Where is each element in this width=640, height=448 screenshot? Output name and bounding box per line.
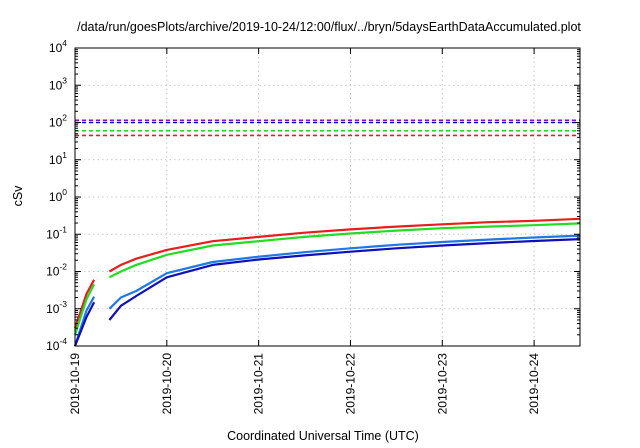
y-tick-label: 103	[49, 75, 67, 92]
series-lines	[73, 217, 581, 347]
reference-lines	[75, 119, 580, 137]
x-axis-label: Coordinated Universal Time (UTC)	[227, 429, 419, 443]
series-line	[73, 279, 96, 329]
y-tick-label: 102	[49, 113, 67, 130]
y-tick-label: 10-1	[46, 224, 67, 241]
y-tick-label: 100	[49, 187, 67, 204]
y-tick-label: 10-4	[46, 336, 67, 353]
axis-ticks	[74, 47, 580, 347]
x-tick-label: 2019-10-23	[435, 353, 449, 415]
series-line	[108, 217, 581, 273]
x-tick-labels: 2019-10-19 2019-10-20 2019-10-21 2019-10-22…	[68, 353, 541, 415]
y-tick-labels: 10-4 10-3 10-2 10-1 100 101 102 103 104	[46, 38, 67, 353]
series-line	[73, 301, 96, 347]
x-tick-label: 2019-10-21	[252, 353, 266, 415]
series-line	[108, 222, 581, 279]
series-line	[73, 283, 96, 336]
x-tick-label: 2019-10-24	[527, 353, 541, 415]
y-axis-label: cSv	[11, 185, 25, 207]
y-tick-label: 10-3	[46, 299, 67, 316]
y-tick-label: 10-2	[46, 262, 67, 279]
x-tick-label: 2019-10-22	[343, 353, 357, 415]
y-tick-label: 104	[49, 38, 67, 55]
grid	[75, 48, 580, 346]
x-tick-label: 2019-10-20	[160, 353, 174, 415]
series-line	[108, 234, 581, 310]
series-line	[108, 238, 581, 321]
y-tick-label: 101	[49, 150, 67, 167]
chart-title: /data/run/goesPlots/archive/2019-10-24/1…	[77, 20, 581, 34]
x-tick-label: 2019-10-19	[68, 353, 82, 415]
